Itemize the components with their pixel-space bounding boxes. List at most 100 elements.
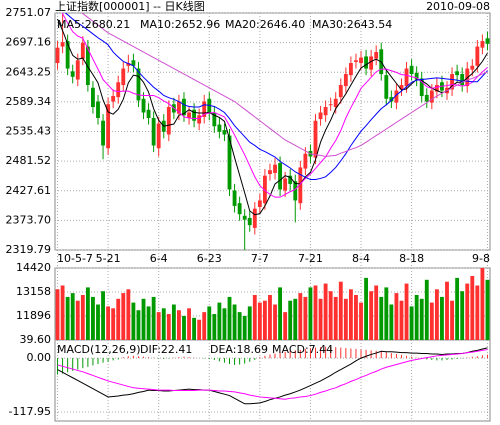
volume-bar [424,279,429,340]
volume-bar [141,298,146,340]
volume-bar [364,277,368,340]
candle-body [399,85,404,90]
candle-body [384,75,389,99]
legend-entry: DEA:18.69 [210,343,268,356]
volume-bar [480,268,485,340]
volume-bar [419,298,424,340]
candle-body [257,200,262,208]
candle-body [303,153,308,169]
candle-body [202,101,207,117]
candle-body [429,90,434,103]
candle-body [293,181,298,201]
candle-body [323,107,328,116]
candle-body [394,90,399,103]
y-tick-label: 2697.16 [6,36,52,49]
candle-body [146,109,151,118]
candle-body [354,60,358,62]
volume-bar [212,314,217,340]
volume-bar [328,291,333,340]
volume-bar [106,306,111,340]
candle-body [106,104,111,149]
candle-body [364,56,368,69]
volume-bar [348,289,353,340]
volume-bar [257,302,262,340]
candle-body [237,203,242,215]
macd-panel [54,339,491,422]
volume-bar [440,296,444,340]
volume-bar [318,298,323,340]
candle-body [374,52,379,59]
candle-body [111,96,116,102]
candle-body [338,85,343,98]
candle-body [389,97,394,102]
candle-body [156,123,161,149]
x-tick-label: 7-21 [298,252,323,265]
volume-bar [465,283,470,340]
x-tick-label: 10-5-7 [57,252,93,265]
volume-bar [136,310,141,340]
legend-entry: MA5:2680.21 [57,18,130,31]
volume-bar [303,296,308,340]
volume-bar [313,285,318,340]
x-tick-label: 5-21 [96,252,121,265]
volume-bar [131,302,136,340]
candle-body [283,178,288,191]
candle-body [343,74,348,87]
candle-body [404,68,409,87]
candle-body [96,101,100,118]
candle-body [460,74,465,86]
volume-bar [222,308,227,340]
volume-bar [445,281,449,340]
volume-bar [146,306,151,340]
candle-body [328,104,333,106]
y-tick-label: 11896 [16,309,51,322]
volume-bar [227,296,232,340]
chart-date: 2010-09-08 [426,0,490,13]
volume-bar [409,306,414,340]
y-tick-label: 2751.07 [6,6,52,19]
legend-entry: MACD:7.44 [272,343,333,356]
volume-bar [354,295,358,340]
candle-body [262,175,267,204]
volume-bar [85,287,90,340]
volume-bar [156,312,161,340]
candle-body [348,63,353,76]
candle-body [450,74,454,90]
candle-body [197,115,202,124]
ma-line [64,13,488,181]
legend-entry: MA20:2646.40 [225,18,305,31]
y-tick-label: 0.00 [27,351,52,364]
candle-body [268,170,272,175]
volume-bar [450,300,454,340]
candle-body [182,98,186,116]
candle-body [80,42,85,59]
candle-body [288,175,293,184]
x-tick-label: 8-18 [399,252,424,265]
candle-body [480,41,485,48]
volume-bar [55,289,60,340]
candle-body [252,208,257,228]
candle-body [136,68,141,101]
candle-body [419,78,424,97]
legend-entry: MA10:2652.96 [140,18,220,31]
volume-bar [394,293,399,340]
y-tick-label: -117.95 [9,405,51,418]
volume-bar [359,302,363,340]
macd-line [57,347,488,405]
macd-title: MACD(12,26,9) [57,343,141,356]
volume-bar [308,287,313,340]
volume-bar [369,291,374,340]
volume-bar [333,296,338,340]
y-tick-label: 2481.52 [6,154,52,167]
volume-bar [283,312,288,340]
volume-bar [404,283,409,340]
volume-bar [70,293,75,340]
candle-body [485,38,490,44]
candle-body [470,65,475,70]
volume-bar [298,293,303,340]
macd-line [57,349,488,400]
legend-entry: DIF:22.41 [140,343,192,356]
y-tick-label: 2427.61 [6,184,52,197]
candle-body [242,215,247,220]
